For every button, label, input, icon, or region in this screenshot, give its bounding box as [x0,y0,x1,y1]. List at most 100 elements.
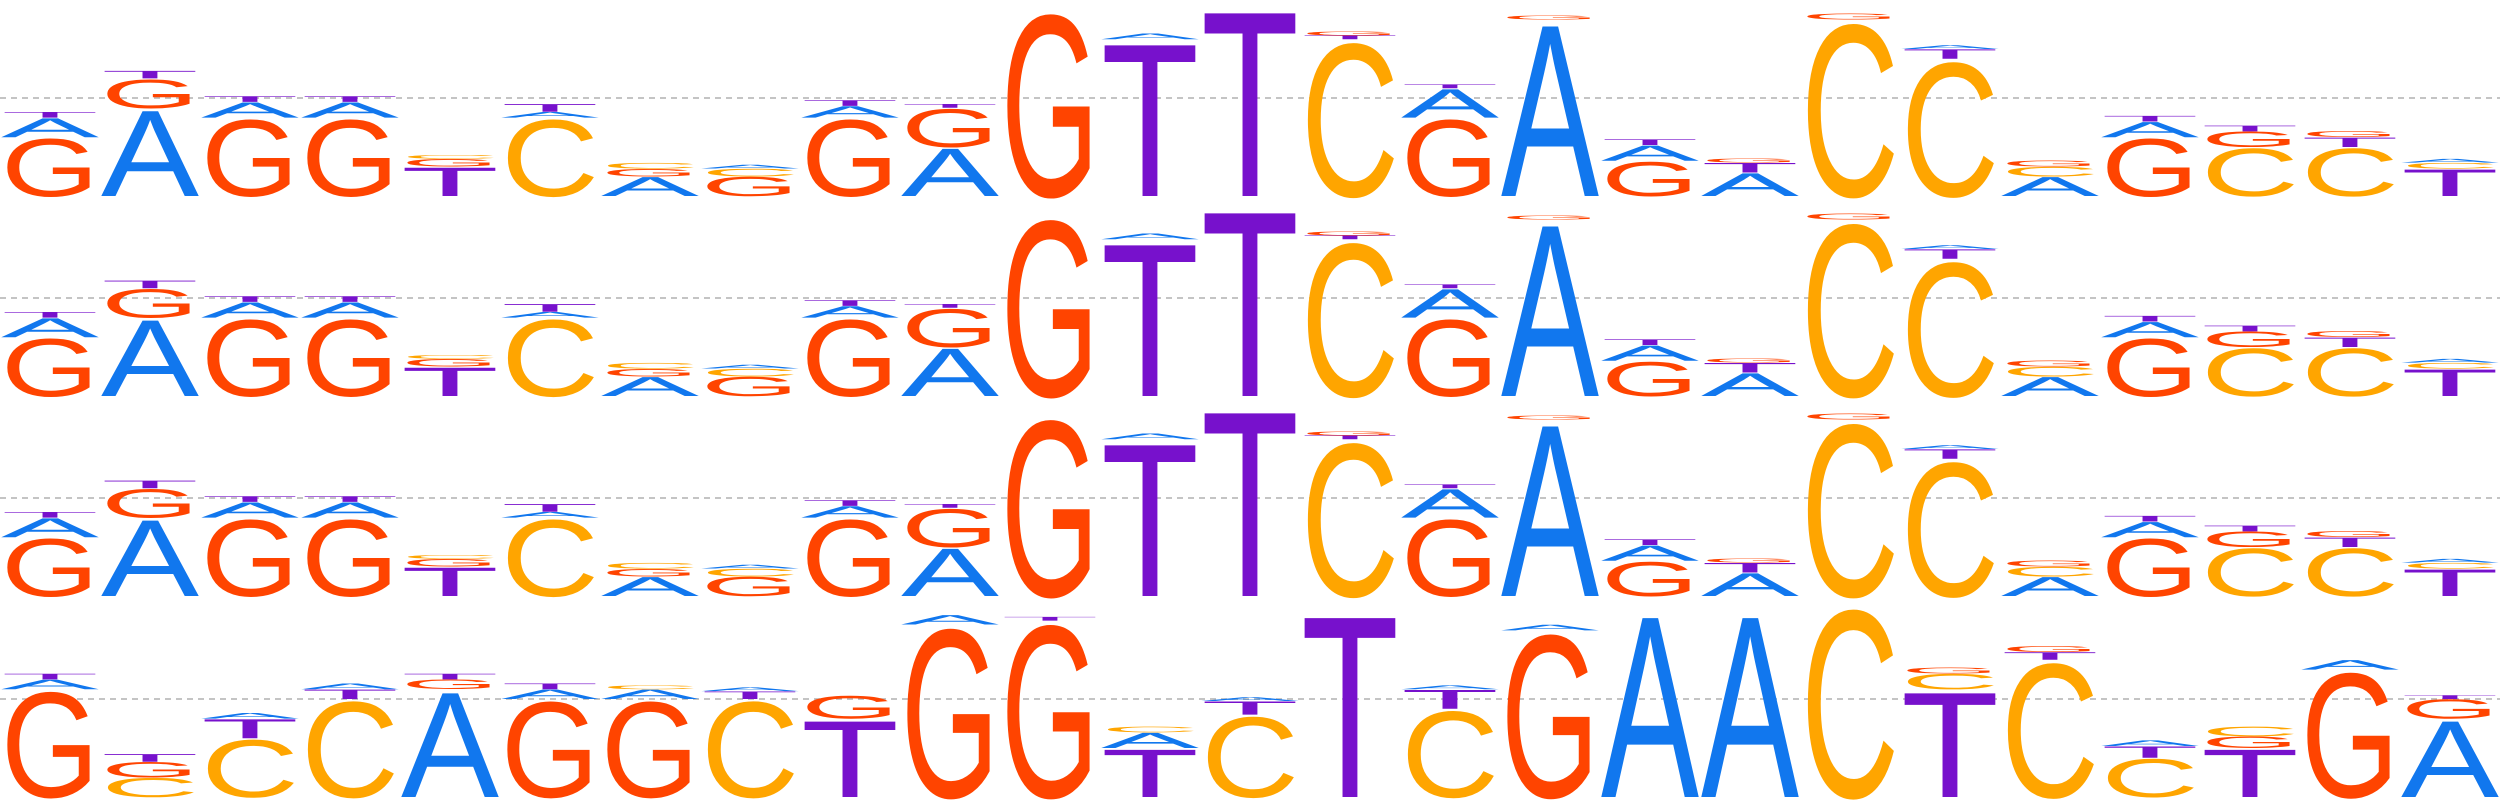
nucleotide-C-glyph: C [1401,687,1499,800]
nucleotide-C-glyph: C [401,354,499,360]
nucleotide-T-glyph: T [201,95,299,104]
nucleotide-A-glyph: A [1501,373,1599,649]
logo-3-position-14: CTG [1301,398,1399,643]
nucleotide-A-glyph: A [1,513,100,544]
logo-1-position-1: GAT [1,110,100,214]
nucleotide-C-glyph: C [501,97,599,220]
nucleotide-G-glyph: G [801,98,899,220]
logo-1-position-18: ATG [1701,158,1799,203]
nucleotide-T-glyph: T [801,498,899,507]
nucleotide-G-glyph: G [101,758,199,782]
nucleotide-T-glyph: T [1401,283,1499,289]
nucleotide-A-glyph: A [201,711,300,720]
nucleotide-C-glyph: C [601,684,699,690]
logo-4-position-22: CTA [2101,739,2200,800]
nucleotide-C-glyph: C [2101,747,2199,800]
nucleotide-T-glyph: T [1101,397,1199,642]
nucleotide-T-glyph: T [801,298,899,307]
nucleotide-T-glyph: T [1201,0,1299,253]
nucleotide-G-glyph: G [1801,12,1899,21]
nucleotide-G-glyph: G [801,498,899,620]
logo-1-position-6: CAT [501,97,600,220]
logo-3-position-8: GCA [701,564,800,602]
nucleotide-A-glyph: A [1101,728,1199,752]
nucleotide-A-glyph: A [2301,657,2400,672]
nucleotide-T-glyph: T [301,95,399,104]
nucleotide-T-glyph: T [301,687,399,702]
logo-4-position-5: AGT [401,660,499,800]
nucleotide-A-glyph: A [2101,318,2199,342]
nucleotide-G-glyph: G [2201,127,2299,151]
logo-4-position-16: GA [1501,587,1600,800]
nucleotide-T-glyph: T [2201,524,2299,533]
nucleotide-A-glyph: A [401,660,499,800]
nucleotide-C-glyph: C [2301,134,2399,210]
nucleotide-A-glyph: A [801,303,899,321]
nucleotide-T-glyph: T [2201,735,2299,800]
nucleotide-G-glyph: G [901,579,999,800]
nucleotide-A-glyph: A [1,677,100,692]
logo-3-position-4: GAT [301,495,399,621]
nucleotide-C-glyph: C [501,497,599,620]
nucleotide-G-glyph: G [2201,327,2299,351]
nucleotide-C-glyph: C [301,673,399,800]
nucleotide-A-glyph: A [101,298,200,420]
logo-2-position-23: CGT [2201,324,2299,411]
logo-1-position-2: AGT [101,69,200,223]
nucleotide-A-glyph: A [501,687,600,702]
logo-1-position-11: G [1001,0,1099,252]
nucleotide-G-glyph: G [1601,152,1699,207]
nucleotide-T-glyph: T [501,102,599,114]
nucleotide-T-glyph: T [201,495,299,504]
nucleotide-T-glyph: T [1201,698,1299,719]
nucleotide-A-glyph: A [1401,480,1499,526]
logo-3-position-2: AGT [101,478,200,619]
logo-3-position-16: AG [1501,373,1599,649]
nucleotide-G-glyph: G [1501,15,1599,21]
nucleotide-T-glyph: T [1201,156,1299,453]
logo-4-position-25: AGT [2401,694,2500,800]
logo-2-position-6: CAT [501,297,600,420]
nucleotide-C-glyph: C [201,722,299,800]
logo-4-position-20: TCG [1901,661,1999,800]
logo-4-position-10: GA [901,579,1000,800]
logo-4-position-14: T [1301,561,1399,800]
nucleotide-T-glyph: T [1301,34,1399,40]
nucleotide-T-glyph: T [2301,535,2399,550]
nucleotide-G-glyph: G [801,689,899,726]
nucleotide-A-glyph: A [1101,432,1200,441]
nucleotide-G-glyph: G [1401,298,1499,420]
logo-3-position-25: TCA [2401,558,2500,604]
nucleotide-A-glyph: A [1701,166,1799,203]
nucleotide-T-glyph: T [1101,735,1199,800]
nucleotide-G-glyph: G [301,298,399,420]
logo-2-position-13: T [1201,156,1299,453]
nucleotide-A-glyph: A [2101,518,2199,542]
nucleotide-G-glyph: G [101,71,199,117]
nucleotide-G-glyph: G [1,661,99,800]
nucleotide-C-glyph: C [1101,725,1199,734]
nucleotide-T-glyph: T [2101,514,2199,523]
nucleotide-T-glyph: T [901,103,999,109]
nucleotide-A-glyph: A [201,98,299,122]
logo-3-position-23: CGT [2201,524,2299,611]
nucleotide-C-glyph: C [1901,424,1999,637]
nucleotide-T-glyph: T [1401,83,1499,89]
nucleotide-T-glyph: T [1201,356,1299,653]
nucleotide-T-glyph: T [1,110,99,119]
nucleotide-G-glyph: G [2401,694,2499,725]
nucleotide-C-glyph: C [1801,174,1899,449]
logo-3-position-12: TA [1101,397,1200,642]
nucleotide-T-glyph: T [2201,124,2299,133]
nucleotide-G-glyph: G [401,677,499,692]
nucleotide-T-glyph: T [501,502,599,514]
logo-4-position-8: CTA [701,673,800,800]
nucleotide-A-glyph: A [1,313,100,344]
logo-2-position-17: GAT [1601,338,1699,407]
nucleotide-T-glyph: T [401,159,499,205]
nucleotide-T-glyph: T [1901,47,1999,62]
nucleotide-G-glyph: G [2101,122,2199,214]
